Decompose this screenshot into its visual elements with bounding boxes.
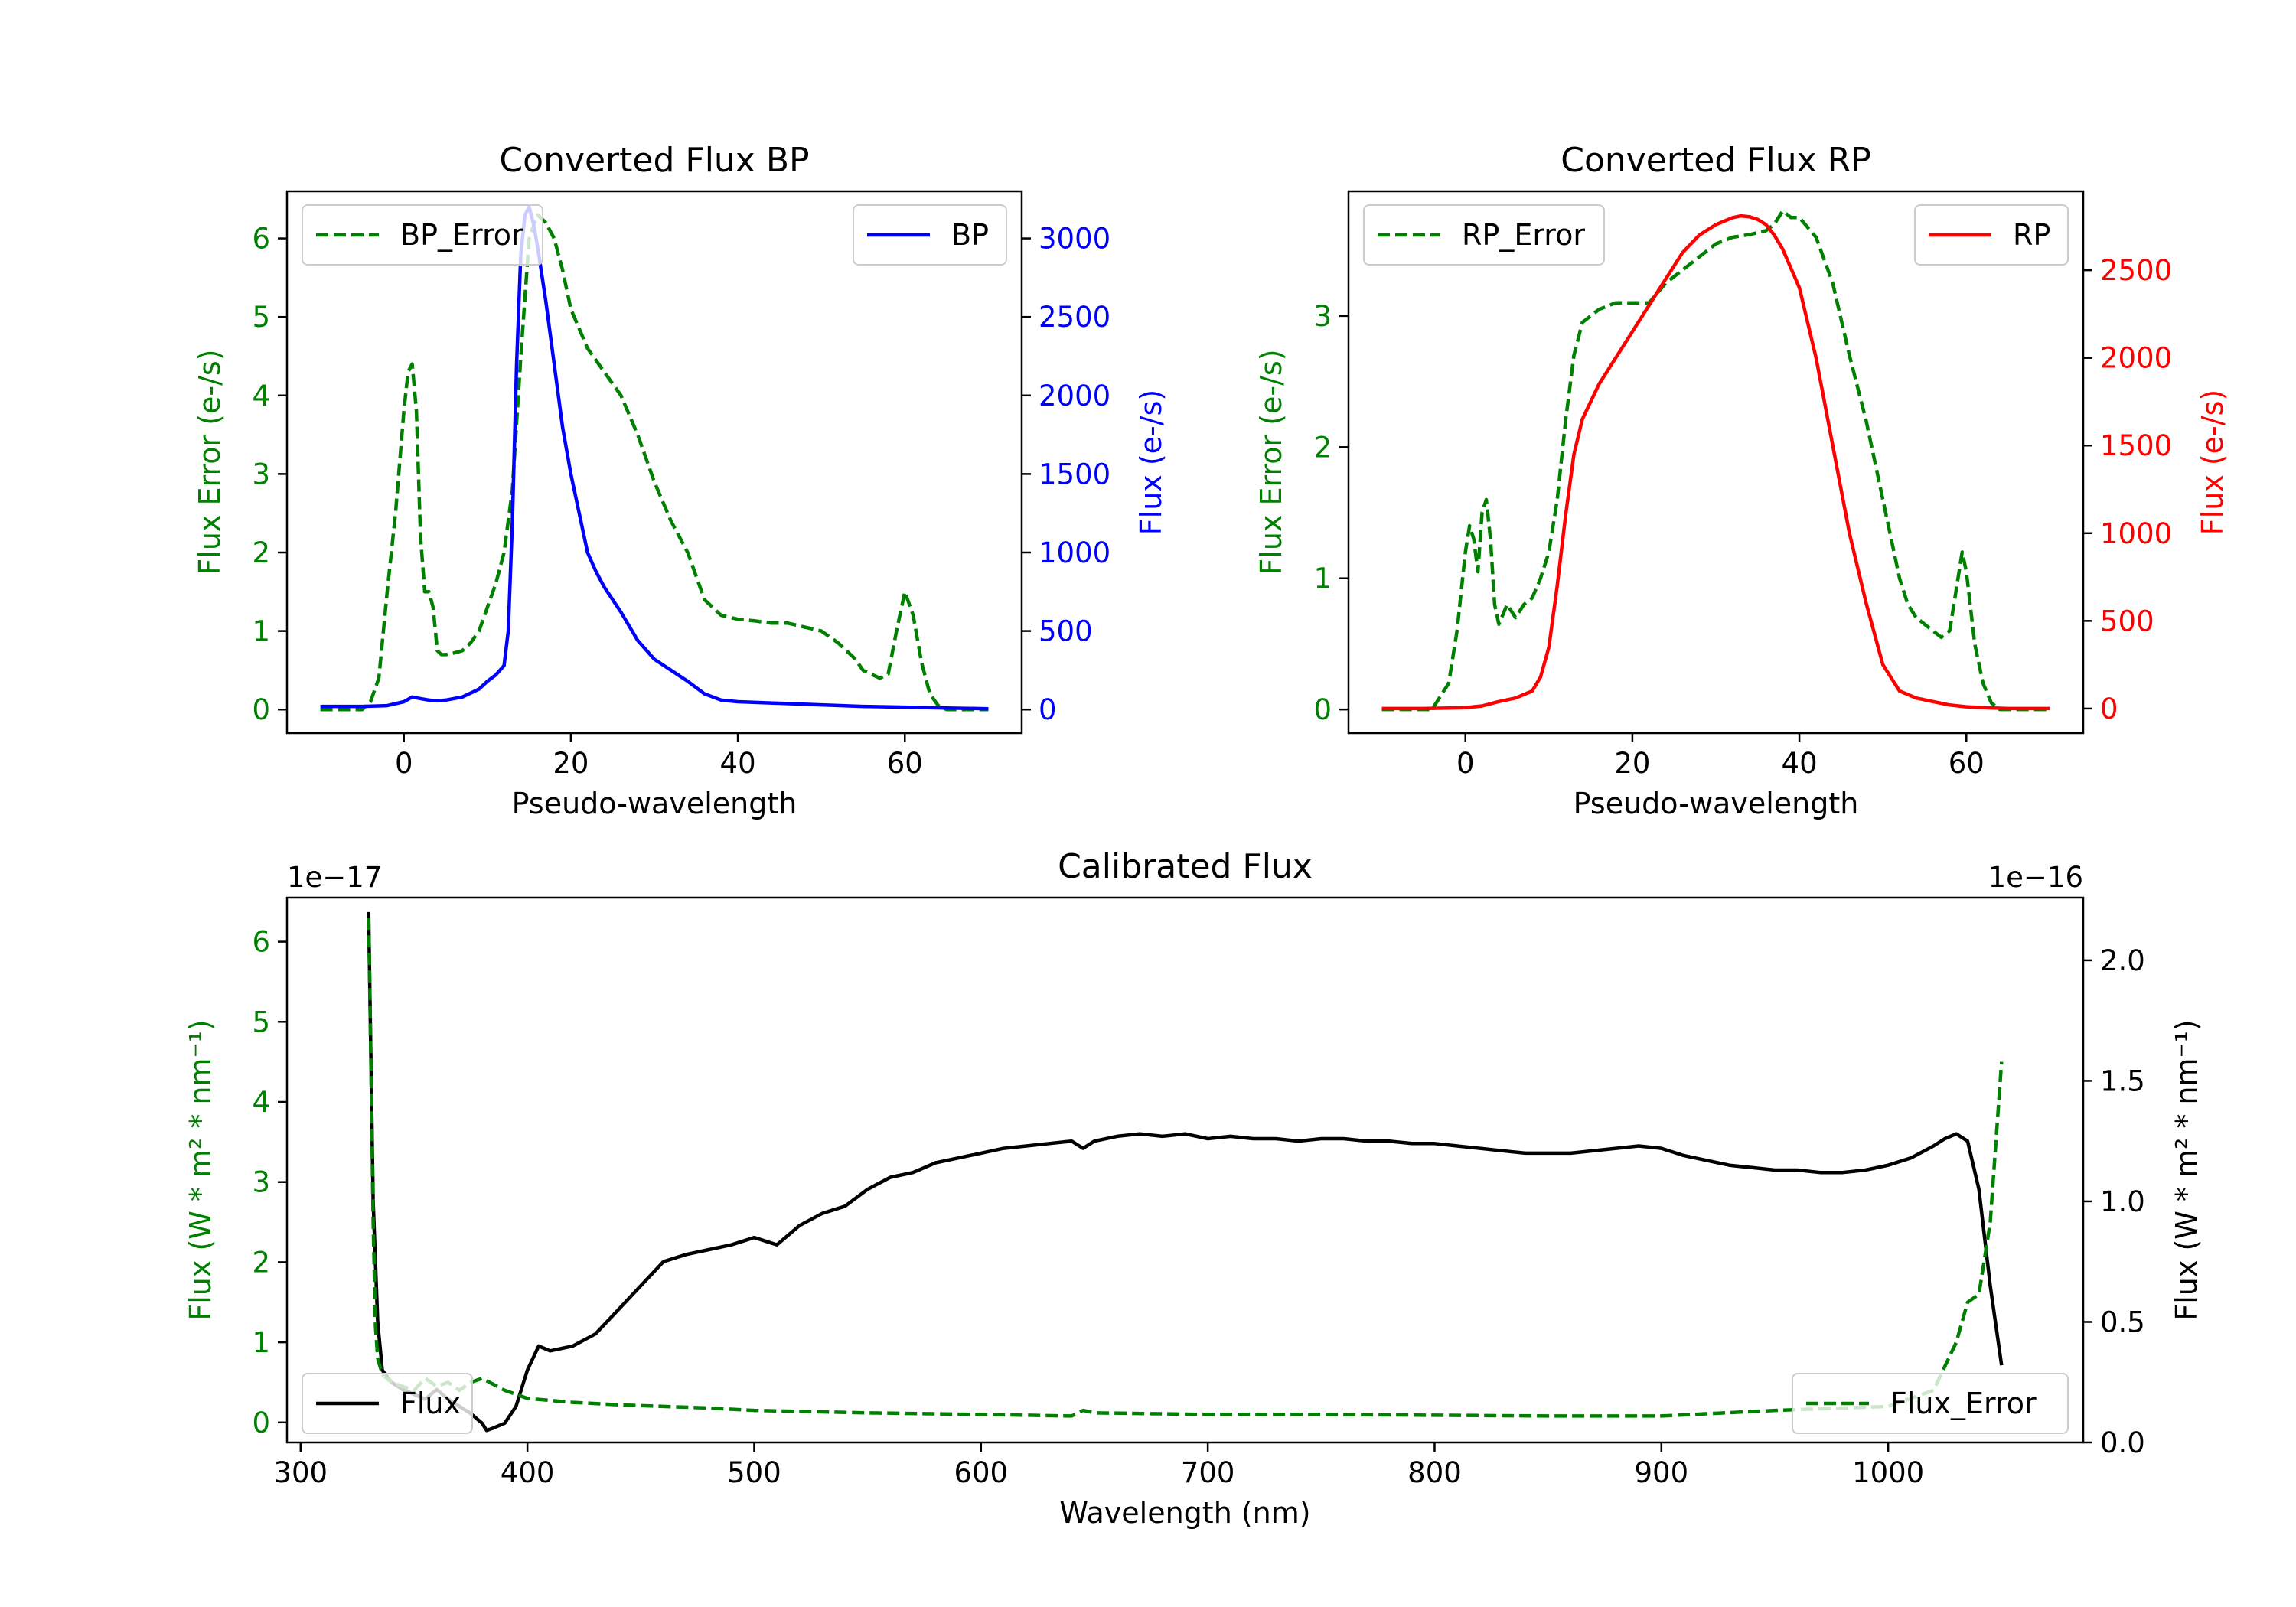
x-axis-label: Wavelength (nm) [1059,1496,1310,1530]
x-tick-label: 900 [1634,1456,1688,1489]
y-left-axis-label: Flux (W * m² * nm⁻¹) [184,1019,217,1320]
y-left-tick-label: 3 [1313,300,1332,333]
legend-bp-error: BP_Error [302,204,543,266]
x-axis-label: Pseudo-wavelength [512,787,797,820]
chart-title: Converted Flux RP [1561,141,1871,180]
x-tick-label: 60 [1949,747,1985,780]
legend-box [302,204,543,266]
y-left-tick-label: 0 [252,1407,270,1439]
y-left-tick-label: 5 [252,1006,270,1038]
y-left-tick-label: 2 [252,1246,270,1279]
y-left-tick-label: 3 [252,1166,270,1199]
legend-flux-error: Flux_Error [1792,1373,2069,1434]
legend-label: RP [2013,218,2050,252]
legend-label: BP [951,218,989,252]
plot-frame [285,896,2085,1444]
x-axis-label: Pseudo-wavelength [1574,787,1859,820]
legend-label: BP_Error [400,218,523,252]
y-right-tick-label: 0 [1039,693,1057,726]
chart-title: Converted Flux BP [499,141,809,180]
y-left-tick-label: 4 [252,1086,270,1119]
chart-title: Calibrated Flux [1058,847,1313,886]
y-right-tick-label: 1500 [1039,458,1110,491]
y-right-tick-label: 1500 [2100,429,2172,462]
x-tick-label: 700 [1181,1456,1235,1489]
x-tick-label: 40 [1782,747,1818,780]
series-line-bp-error [320,213,989,712]
y-right-tick-label: 2500 [1039,301,1110,334]
x-tick-label: 20 [553,747,589,780]
chart-panel-2: 0 20 40 60 0 1 2 3 0 500 1000 1500 2000 2500 Converted… [1254,141,2229,820]
y-right-tick-label: 2500 [2100,254,2172,287]
legend-box [1363,204,1605,266]
y-left-tick-label: 2 [252,536,270,569]
chart-panel-1: 0 20 40 600123456050010001500200025003000Co… [193,141,1168,820]
x-tick-label: 500 [727,1456,781,1489]
y-right-tick-label: 0.0 [2100,1426,2145,1459]
legend-rp: RP [1914,204,2069,266]
legend-label: Flux_Error [1890,1387,2037,1420]
chart-panel-3: 300 400 500 600 700 800 900 1000 0 1 2 3 4 5 6 0.0 0.5 1.… [184,847,2203,1530]
y-left-axis-label: Flux Error (e-/s) [1254,349,1288,575]
legend-label: RP_Error [1462,218,1585,252]
y-left-tick-label: 6 [252,926,270,959]
x-tick-label: 800 [1407,1456,1462,1489]
y-right-tick-label: 2000 [2100,342,2172,375]
x-tick-label: 600 [954,1456,1008,1489]
y-right-axis-label: Flux (e-/s) [2196,390,2229,535]
y-left-tick-label: 1 [1313,562,1332,595]
y-right-tick-label: 2.0 [2100,944,2145,977]
x-tick-label: 60 [887,747,923,780]
y-right-axis-label: Flux (e-/s) [1134,390,1168,535]
x-tick-label: 40 [720,747,756,780]
y-right-tick-label: 2000 [1039,380,1110,412]
y-right-tick-label: 0.5 [2100,1305,2145,1338]
y-right-tick-label: 500 [1039,615,1093,648]
legend-rp-error: RP_Error [1363,204,1605,266]
legend-bp: BP [853,204,1007,266]
legend-box [1792,1373,2069,1434]
series-line-flux [367,911,2004,1433]
series-line-bp [320,205,989,711]
series-line-rp [1381,214,2050,711]
x-tick-label: 300 [273,1456,328,1489]
y-right-tick-label: 1000 [1039,536,1110,569]
y-right-tick-label: 1000 [2100,517,2172,550]
y-left-offset-label: 1e−17 [287,861,382,894]
y-left-axis-label: Flux Error (e-/s) [193,349,227,575]
x-tick-label: 1000 [1852,1456,1924,1489]
x-tick-label: 0 [1456,747,1475,780]
legend-flux: Flux [302,1373,473,1434]
series-line-rp-error [1381,209,2050,712]
y-right-tick-label: 1.0 [2100,1185,2145,1218]
x-tick-label: 0 [395,747,413,780]
y-left-tick-label: 4 [252,380,270,412]
y-right-offset-label: 1e−16 [1988,861,2083,894]
y-left-tick-label: 0 [252,693,270,726]
y-left-tick-label: 1 [252,615,270,648]
legend-box [302,1373,473,1434]
y-left-tick-label: 5 [252,301,270,334]
y-left-tick-label: 6 [252,223,270,256]
x-tick-label: 20 [1614,747,1650,780]
y-right-axis-label: Flux (W * m² * nm⁻¹) [2170,1019,2203,1320]
y-left-tick-label: 3 [252,458,270,491]
plot-frame [285,190,1023,735]
y-left-tick-label: 0 [1313,693,1332,726]
y-right-tick-label: 3000 [1039,223,1110,256]
y-right-tick-label: 1.5 [2100,1064,2145,1097]
y-right-tick-label: 500 [2100,605,2154,637]
y-left-tick-label: 2 [1313,431,1332,464]
x-tick-label: 400 [501,1456,555,1489]
legend-label: Flux [400,1387,461,1420]
y-left-tick-label: 1 [252,1326,270,1359]
y-right-tick-label: 0 [2100,693,2118,725]
plot-frame [1347,190,2085,735]
